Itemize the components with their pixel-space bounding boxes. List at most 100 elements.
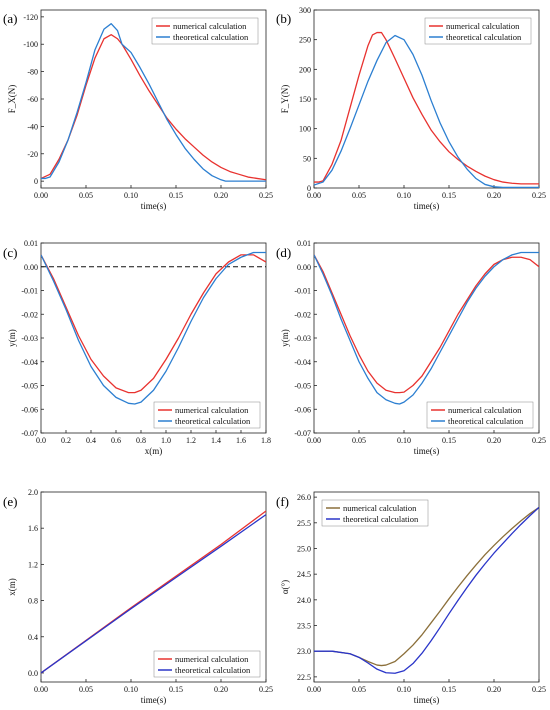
y-tick-label: 1.2 [28,560,38,569]
x-axis-label: time(s) [414,201,440,211]
x-axis-label: x(m) [145,446,163,456]
legend-box [153,650,261,678]
x-axis-label: time(s) [414,446,440,456]
series-line-theoretical [41,251,266,405]
chart-panel: 0.00 0.05 0.10 0.15 0.20 0.25 0 -20 -40 -60 -80 -10… [3,9,273,211]
series-line-numerical [41,254,266,394]
legend-entry: numerical calculation [448,405,522,415]
y-tick-label: -0.02 [294,310,311,319]
chart-panel: 0.00 0.05 0.10 0.15 0.20 0.25 0.0 0.4 0.8 1.2 1.6 2… [3,488,273,705]
series-line-numerical [314,31,539,185]
y-tick-label: 0.0 [28,669,38,678]
y-tick-label: -0.06 [294,405,311,414]
y-tick-label: 0.01 [24,239,38,248]
x-tick-label: 0.00 [307,436,321,445]
legend-entry: numerical calculation [446,21,520,31]
y-tick-label: 22.5 [297,673,311,682]
series-line-numerical [314,254,539,394]
legend-entry: theoretical calculation [173,32,249,42]
y-tick-label: -0.07 [21,429,38,438]
y-tick-label: 24.5 [297,570,311,579]
y-tick-label: -0.03 [294,334,311,343]
y-tick-label: -120 [23,13,38,22]
panel-label: (e) [3,494,17,509]
series-line-numerical [41,34,266,181]
x-tick-label: 0.25 [259,685,273,694]
y-tick-label: -80 [27,68,38,77]
y-tick-label: 2.0 [28,488,38,497]
y-tick-label: -0.04 [294,358,311,367]
legend-entry: theoretical calculation [448,416,524,426]
plot-frame [40,491,267,683]
x-tick-label: 0.10 [124,685,138,694]
x-tick-label: 0.15 [442,685,456,694]
legend-entry: numerical calculation [175,654,249,664]
chart-panel: 0.00 0.05 0.10 0.15 0.20 0.25 0.01 0.00 -0.01 -0.… [276,239,546,456]
legend-entry: theoretical calculation [343,514,419,524]
y-axis-label: α(°) [280,580,290,594]
panel-label: (b) [276,11,291,26]
x-tick-label: 0.05 [352,436,366,445]
legend-box [153,401,261,429]
y-axis-label: x(m) [7,578,17,596]
legend-entry: numerical calculation [173,21,247,31]
x-tick-label: 0.15 [169,191,183,200]
y-tick-label: 0 [307,184,311,193]
legend-box [424,17,532,45]
series-line-theoretical [314,506,539,674]
chart-panel: 0.00 0.05 0.10 0.15 0.20 0.25 0 50 100 150 200 250 3… [276,6,546,211]
y-tick-label: -0.06 [21,405,38,414]
y-tick-label: -0.07 [294,429,311,438]
x-tick-label: 0.15 [442,436,456,445]
y-tick-label: 250 [299,36,311,45]
x-axis-label: time(s) [141,201,167,211]
x-tick-label: 0.05 [79,685,93,694]
y-tick-label: 26.0 [297,493,311,502]
x-tick-label: 0.10 [124,191,138,200]
y-tick-label: -20 [27,150,38,159]
y-axis-label: y(m) [280,329,290,347]
legend-entry: theoretical calculation [175,665,251,675]
x-tick-label: 1.2 [186,436,196,445]
x-tick-label: 0.20 [214,191,228,200]
chart-panel: 0.00 0.05 0.10 0.15 0.20 0.25 22.5 23.0 23.5 24.0… [276,491,546,705]
series-line-theoretical [41,23,266,182]
x-tick-label: 0.4 [86,436,96,445]
x-tick-label: 0.25 [532,685,546,694]
x-tick-label: 0.00 [34,191,48,200]
panel-label: (a) [3,11,17,26]
x-tick-label: 1.4 [211,436,221,445]
series-line-theoretical [314,34,539,188]
y-tick-label: 0.00 [24,263,38,272]
x-tick-label: 0.10 [397,436,411,445]
y-tick-label: 150 [299,95,311,104]
y-tick-label: 23.5 [297,622,311,631]
x-tick-label: 0.8 [136,436,146,445]
plot-frame [313,491,540,683]
y-tick-label: 23.0 [297,647,311,656]
x-tick-label: 0.00 [34,685,48,694]
y-tick-label: -0.02 [21,310,38,319]
x-axis-label: time(s) [141,695,167,705]
series-line-theoretical [314,251,539,405]
y-tick-label: 0.01 [297,239,311,248]
x-tick-label: 0.25 [532,436,546,445]
x-tick-label: 0.05 [352,685,366,694]
legend-box [426,401,534,429]
x-tick-label: 0.15 [442,191,456,200]
y-axis-label: F_X(N) [7,85,17,114]
x-tick-label: 0.0 [36,436,46,445]
chart-panel: 0.0 0.2 0.4 0.6 0.8 1.0 1.2 1.4 1.6 1.8 0.01 0.00 -0… [3,239,271,456]
legend-box [321,499,429,527]
y-tick-label: 100 [299,125,311,134]
x-tick-label: 1.8 [261,436,271,445]
legend-entry: numerical calculation [343,503,417,513]
x-tick-label: 0.10 [397,191,411,200]
y-tick-label: -100 [23,40,38,49]
y-tick-label: -0.03 [21,334,38,343]
panel-label: (f) [276,494,289,509]
